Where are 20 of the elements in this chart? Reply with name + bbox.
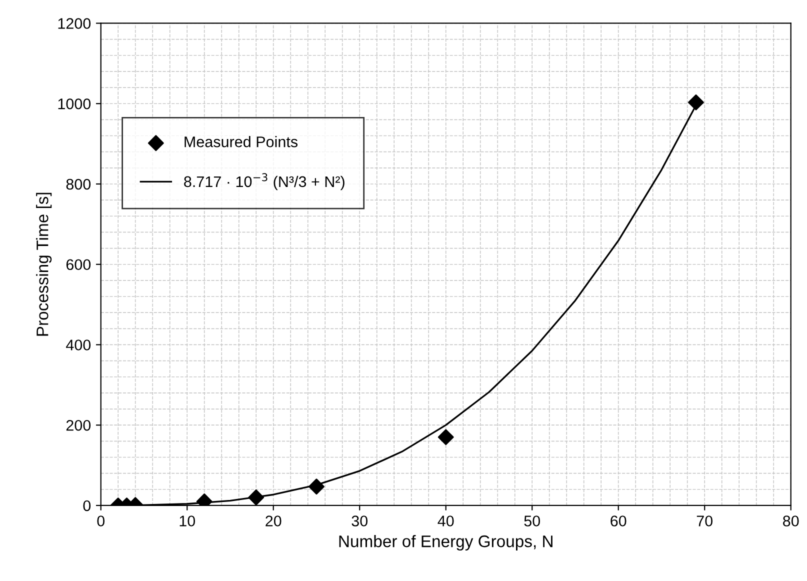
y-tick-label: 200 xyxy=(66,420,91,431)
y-tick-label: 600 xyxy=(66,259,91,270)
x-tick-label: 30 xyxy=(352,516,368,526)
y-tick-label: 400 xyxy=(66,340,91,350)
y-tick-label: 800 xyxy=(66,178,91,190)
x-tick-label: 0 xyxy=(97,516,105,526)
legend-label: 8.717 · 10$^{−3}$ (N³/3 + N²) xyxy=(184,173,344,190)
y-tick-label: 1000 xyxy=(58,98,91,110)
y-axis-title: Processing Time [s] xyxy=(36,192,52,336)
x-tick-label: 40 xyxy=(438,516,454,526)
y-tick-label: 1200 xyxy=(58,18,91,29)
x-tick-label: 10 xyxy=(180,516,196,526)
x-tick-label: 80 xyxy=(783,516,799,526)
x-tick-label: 20 xyxy=(266,516,282,526)
x-tick-label: 70 xyxy=(696,516,713,526)
legend-label: Measured Points xyxy=(184,136,298,148)
x-axis-title: Number of Energy Groups, N xyxy=(339,534,552,551)
x-tick-label: 50 xyxy=(524,516,540,526)
y-tick-label: 0 xyxy=(83,500,91,512)
x-tick-label: 60 xyxy=(610,516,626,526)
